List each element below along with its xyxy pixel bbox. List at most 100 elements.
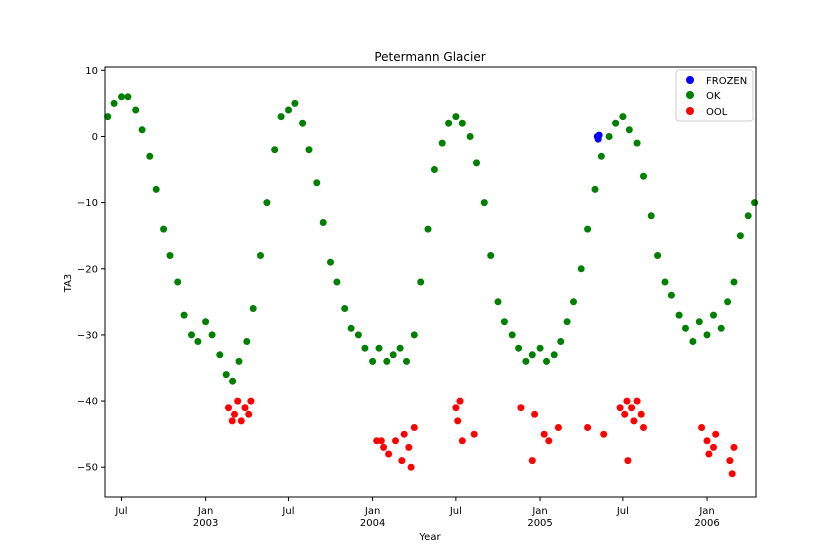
data-point-ok [291,99,299,107]
data-point-ok [724,298,732,306]
data-point-ok [522,357,530,365]
data-point-ool [730,443,738,451]
x-tick-label: Jul [616,506,629,517]
data-point-ok [361,344,369,352]
y-axis-ticks: 10 0 −10 −20 −30 −40 −50 [77,66,105,474]
x-tick-year-label: 2004 [360,518,385,529]
data-point-ool [470,430,478,438]
data-point-ok [466,133,474,140]
data-point-ok [744,212,752,220]
data-point-ok [174,278,182,286]
data-point-ok [333,278,341,286]
data-point-ool [234,397,242,405]
data-point-ok [285,106,292,114]
data-point-ool [385,450,393,458]
chart-title: Petermann Glacier [374,50,485,64]
data-point-ok [689,338,697,345]
data-point-ool [228,417,236,425]
data-point-ok [438,139,446,147]
data-point-ool [637,410,645,418]
x-tick-label: Jan [364,506,380,517]
data-point-ok [717,324,725,332]
data-point-ok [403,357,410,365]
data-point-ok [375,344,383,352]
data-point-ok [675,311,683,319]
data-point-ok [570,298,577,306]
data-point-ok [146,152,154,160]
data-point-ok [557,338,565,345]
data-point-ool [698,424,706,431]
data-point-ool [705,450,713,458]
data-point-ool [247,397,255,405]
data-point-ok [257,252,264,259]
data-point-ool [407,463,415,471]
data-point-ok [640,172,647,180]
data-point-ok [208,331,216,339]
x-tick-label: Jan [531,506,547,517]
data-point-ool [231,410,238,418]
data-point-ok [543,357,550,365]
data-point-ok [263,199,271,207]
y-axis-label: TA3 [63,274,74,294]
data-point-ok [584,225,592,233]
data-point-ok [396,344,404,352]
legend-label-frozen: FROZEN [706,76,747,87]
data-point-ok [222,371,230,379]
data-point-ok [452,113,460,121]
data-point-ok [104,113,112,121]
data-point-ool [726,457,734,465]
data-point-ok [710,311,717,319]
data-point-ok [180,311,188,319]
data-point-ool [531,410,539,418]
data-point-ool [245,410,253,418]
y-tick-label: −20 [77,264,98,275]
data-point-ool [237,417,245,425]
x-tick-label: Jul [114,506,127,517]
data-point-ool [621,410,629,418]
data-point-ok [605,133,613,140]
data-point-ok [430,166,438,173]
data-point-frozen [595,131,603,139]
data-point-ool [728,470,736,478]
data-point-ok [277,113,285,121]
data-point-ok [619,113,627,121]
data-point-ok [243,338,251,345]
data-point-ok [327,258,334,266]
legend-marker-ok [686,91,694,99]
data-point-ok [751,199,759,207]
data-point-ool [540,430,548,438]
data-point-ok [730,278,738,286]
data-point-ok [647,212,655,220]
data-point-ok [188,331,195,339]
data-point-ok [194,338,202,345]
x-axis-label: Year [418,532,441,543]
data-point-ok [487,252,495,259]
data-point-ool [624,457,632,465]
data-point-ok [166,252,174,259]
data-point-ool [616,404,624,412]
data-point-ool [517,404,525,412]
data-point-ool [241,404,249,412]
x-tick-label: Jan [197,506,213,517]
data-point-ok [347,324,355,332]
data-point-ool [400,430,408,438]
data-point-ok [591,185,599,193]
data-point-ool [528,457,536,465]
data-point-ok [667,291,675,299]
data-point-ok [515,344,523,352]
y-tick-label: −10 [77,198,98,209]
data-point-ool [458,437,466,445]
legend-marker-ool [686,107,694,115]
data-point-ool [454,417,462,425]
x-tick-label: Jul [281,506,294,517]
x-tick-label: Jul [449,506,462,517]
data-point-ok [229,377,237,385]
data-point-ool [630,417,638,425]
data-point-ok [654,252,662,259]
data-point-ok [124,93,132,101]
data-point-ok [417,278,425,286]
data-point-ok [299,119,307,127]
data-point-ok [132,106,140,114]
